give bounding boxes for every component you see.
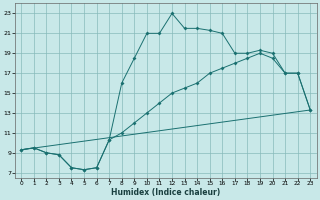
X-axis label: Humidex (Indice chaleur): Humidex (Indice chaleur) [111,188,220,197]
